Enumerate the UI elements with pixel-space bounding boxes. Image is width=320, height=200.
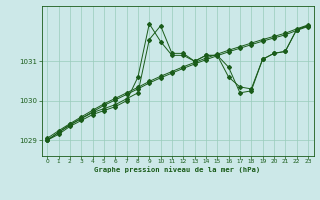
X-axis label: Graphe pression niveau de la mer (hPa): Graphe pression niveau de la mer (hPa) [94,167,261,173]
